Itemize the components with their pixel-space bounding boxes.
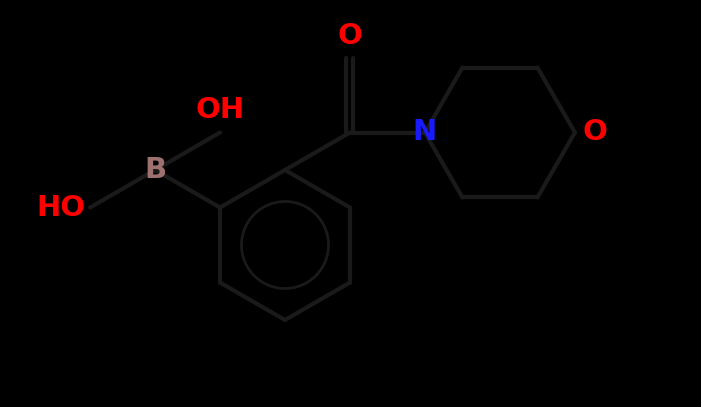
Text: B: B	[144, 156, 166, 184]
Text: HO: HO	[36, 193, 85, 221]
Text: O: O	[337, 22, 362, 50]
Text: N: N	[413, 118, 437, 147]
Text: OH: OH	[196, 96, 245, 125]
Text: O: O	[583, 118, 608, 147]
